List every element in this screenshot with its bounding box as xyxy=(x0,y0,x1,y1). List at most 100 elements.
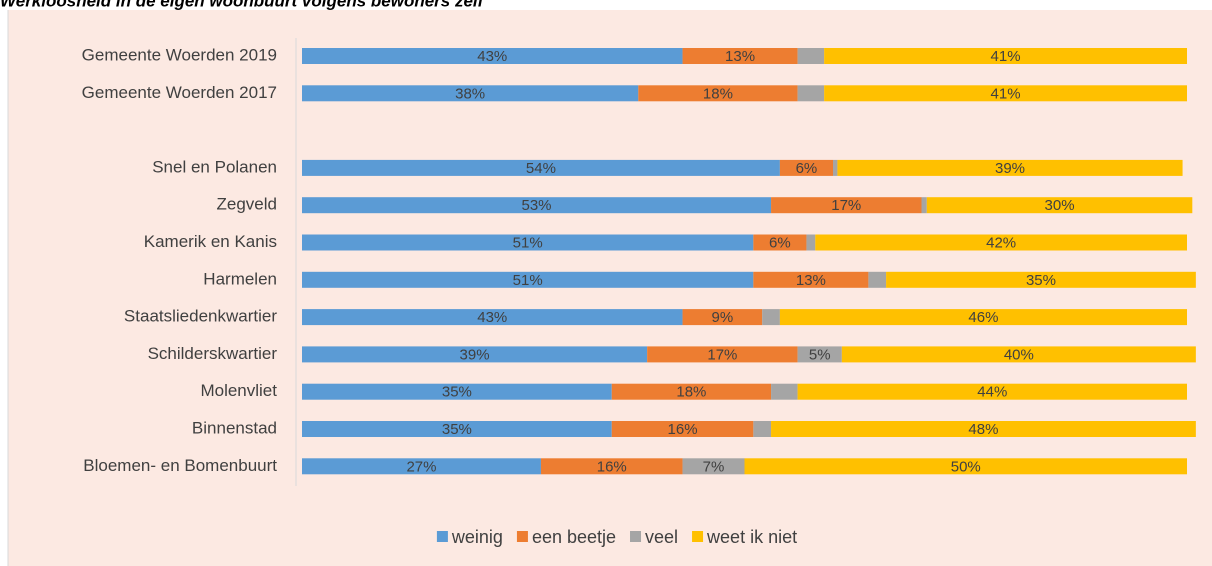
bar-segment xyxy=(302,234,754,251)
bar-segment xyxy=(302,458,541,475)
legend-swatch xyxy=(630,531,642,542)
bar-segment xyxy=(302,48,683,64)
bar-segment xyxy=(762,309,780,326)
y-tick-label: Zegveld xyxy=(217,195,277,214)
bar-segment xyxy=(753,271,869,288)
bar-segment xyxy=(779,159,833,176)
bar-segment xyxy=(647,346,798,363)
bar-segment xyxy=(302,271,754,288)
y-tick-label: Harmelen xyxy=(203,269,277,288)
data-label: 13% xyxy=(725,48,755,65)
data-label: 53% xyxy=(522,197,552,214)
data-label: 30% xyxy=(1045,197,1075,214)
data-label: 38% xyxy=(455,85,485,102)
data-label: 35% xyxy=(1026,272,1056,289)
data-label: 18% xyxy=(676,384,706,401)
bar-segment xyxy=(837,159,1183,176)
bar-segment xyxy=(771,197,922,214)
y-tick-label: Kamerik en Kanis xyxy=(144,232,277,251)
bar-segment xyxy=(797,346,842,363)
bar-segment xyxy=(302,85,639,102)
data-label: 18% xyxy=(703,85,733,102)
bar-segment xyxy=(682,48,798,64)
bar-segment xyxy=(824,48,1187,64)
data-label: 35% xyxy=(442,421,472,438)
chart-title: Werkloosheid in de eigen woonbuurt volge… xyxy=(0,0,486,10)
bar-segment xyxy=(540,458,683,475)
bar-segment xyxy=(682,309,763,326)
bar-segment xyxy=(806,234,816,251)
data-label: 5% xyxy=(809,346,831,363)
legend-label: weet ik niet xyxy=(706,527,797,547)
data-label: 39% xyxy=(995,160,1025,177)
data-label: 41% xyxy=(991,48,1021,65)
data-label: 9% xyxy=(712,309,734,326)
bar-segment xyxy=(611,383,772,400)
data-label: 41% xyxy=(991,85,1021,102)
data-label: 6% xyxy=(796,160,818,177)
data-label: 39% xyxy=(460,346,490,363)
bar-segment xyxy=(926,197,1193,214)
data-label: 43% xyxy=(477,309,507,326)
bar-segment xyxy=(682,458,745,475)
bar-segment xyxy=(797,48,825,64)
legend-label: een beetje xyxy=(532,527,616,547)
data-label: 44% xyxy=(977,384,1007,401)
bar-segment xyxy=(771,383,798,400)
bar-segment xyxy=(302,159,780,176)
bar-segment xyxy=(841,346,1196,363)
y-tick-label: Gemeente Woerden 2017 xyxy=(82,83,277,102)
bar-segment xyxy=(753,421,772,437)
y-tick-label: Molenvliet xyxy=(200,381,277,400)
data-label: 27% xyxy=(406,458,436,475)
bar-segment xyxy=(921,197,927,214)
legend-swatch xyxy=(516,531,528,542)
y-tick-label: Gemeente Woerden 2019 xyxy=(82,45,277,64)
data-label: 48% xyxy=(968,421,998,438)
bar-segment xyxy=(886,271,1196,288)
bar-segment xyxy=(833,159,838,176)
bar-segment xyxy=(779,309,1187,326)
data-label: 42% xyxy=(986,234,1016,251)
data-label: 6% xyxy=(769,234,791,251)
legend-label: weinig xyxy=(451,527,503,547)
legend-label: veel xyxy=(645,527,678,547)
data-label: 7% xyxy=(703,458,725,475)
bar-segment xyxy=(797,383,1187,400)
bar-segment xyxy=(302,197,772,214)
y-tick-label: Bloemen- en Bomenbuurt xyxy=(83,456,277,475)
data-label: 13% xyxy=(796,272,826,289)
y-tick-label: Snel en Polanen xyxy=(152,157,277,176)
data-label: 54% xyxy=(526,160,556,177)
data-label: 17% xyxy=(707,346,737,363)
bar-segment xyxy=(638,85,798,102)
data-label: 46% xyxy=(968,309,998,326)
bar-segment xyxy=(302,346,648,363)
data-label: 40% xyxy=(1004,346,1034,363)
data-label: 16% xyxy=(597,458,627,475)
y-tick-label: Binnenstad xyxy=(192,418,277,437)
data-label: 16% xyxy=(668,421,698,438)
data-label: 17% xyxy=(831,197,861,214)
data-label: 50% xyxy=(951,458,981,475)
data-label: 43% xyxy=(477,48,507,65)
y-tick-label: Staatsliedenkwartier xyxy=(124,307,277,326)
bar-segment xyxy=(302,383,612,400)
bar-segment xyxy=(868,271,887,288)
bar-segment xyxy=(815,234,1187,251)
legend-swatch xyxy=(436,531,448,542)
bar-segment xyxy=(753,234,807,251)
bar-segment xyxy=(302,421,612,437)
bar-segment xyxy=(744,458,1187,475)
bar-segment xyxy=(771,421,1196,437)
data-label: 51% xyxy=(513,234,543,251)
bar-segment xyxy=(611,421,754,437)
data-label: 35% xyxy=(442,384,472,401)
bar-segment xyxy=(797,85,825,102)
bar-segment xyxy=(824,85,1187,102)
data-label: 51% xyxy=(513,272,543,289)
y-tick-label: Schilderskwartier xyxy=(148,344,278,363)
bar-segment xyxy=(302,309,683,326)
legend-swatch xyxy=(692,531,704,542)
